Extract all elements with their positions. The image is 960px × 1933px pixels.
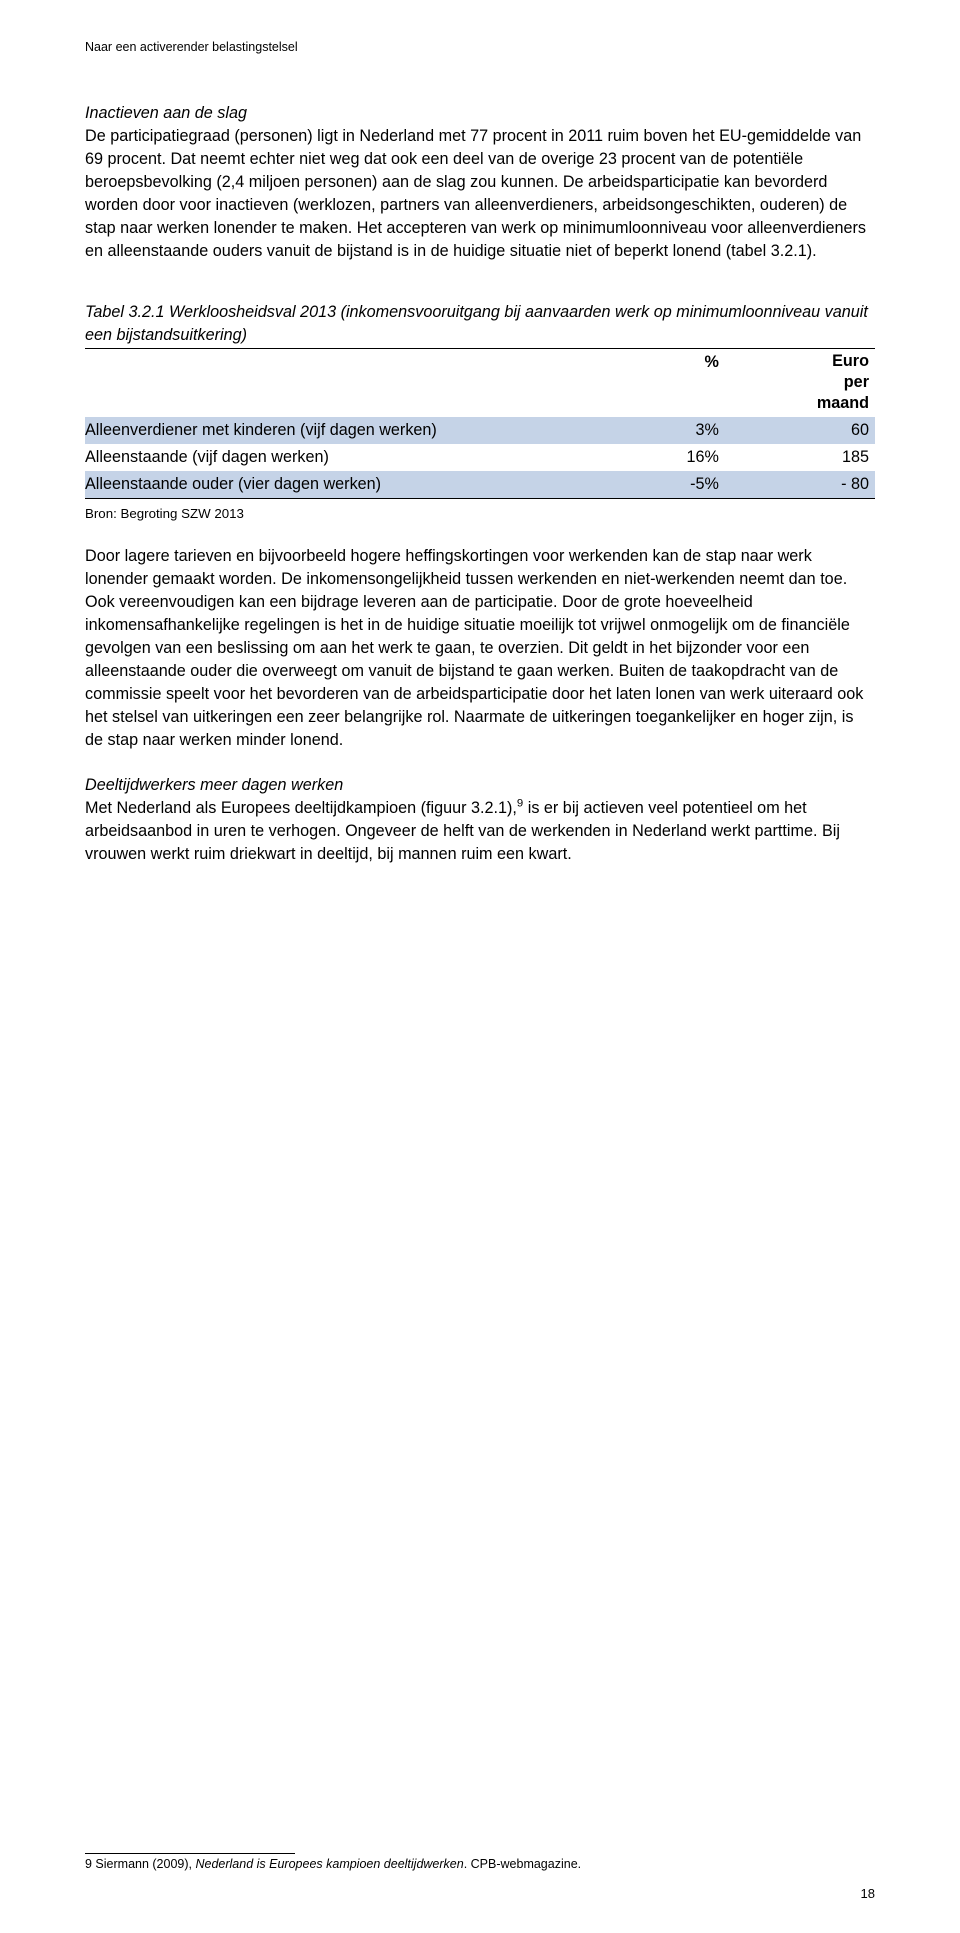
table-col-pct: %: [622, 349, 725, 417]
para-deeltijd: Met Nederland als Europees deeltijdkampi…: [85, 797, 875, 866]
para-inactieven: De participatiegraad (personen) ligt in …: [85, 125, 875, 263]
table-caption: Tabel 3.2.1 Werkloosheidsval 2013 (inkom…: [85, 301, 875, 346]
table-cell-pct: -5%: [622, 471, 725, 499]
footnote-rule: [85, 1853, 295, 1854]
page-number: 18: [861, 1886, 875, 1901]
running-header: Naar een activerender belastingstelsel: [85, 40, 875, 54]
table-col-blank: [85, 349, 622, 417]
table-werkloosheidsval: % Europermaand Alleenverdiener met kinde…: [85, 348, 875, 498]
table-cell-euro: 185: [725, 444, 875, 471]
table-cell-label: Alleenstaande (vijf dagen werken): [85, 444, 622, 471]
table-row: Alleenstaande ouder (vier dagen werken) …: [85, 471, 875, 499]
table-row: Alleenstaande (vijf dagen werken) 16% 18…: [85, 444, 875, 471]
table-cell-label: Alleenstaande ouder (vier dagen werken): [85, 471, 622, 499]
table-cell-euro: - 80: [725, 471, 875, 499]
para-lagere-tarieven: Door lagere tarieven en bijvoorbeeld hog…: [85, 545, 875, 752]
table-source: Bron: Begroting SZW 2013: [85, 505, 875, 524]
table-cell-euro: 60: [725, 417, 875, 444]
table-cell-label: Alleenverdiener met kinderen (vijf dagen…: [85, 417, 622, 444]
footnote: 9 Siermann (2009), Nederland is Europees…: [85, 1856, 875, 1873]
table-cell-pct: 16%: [622, 444, 725, 471]
table-cell-pct: 3%: [622, 417, 725, 444]
section-heading-inactieven: Inactieven aan de slag: [85, 102, 875, 125]
section-heading-deeltijd: Deeltijdwerkers meer dagen werken: [85, 774, 875, 797]
table-row: Alleenverdiener met kinderen (vijf dagen…: [85, 417, 875, 444]
table-col-euro: Europermaand: [725, 349, 875, 417]
